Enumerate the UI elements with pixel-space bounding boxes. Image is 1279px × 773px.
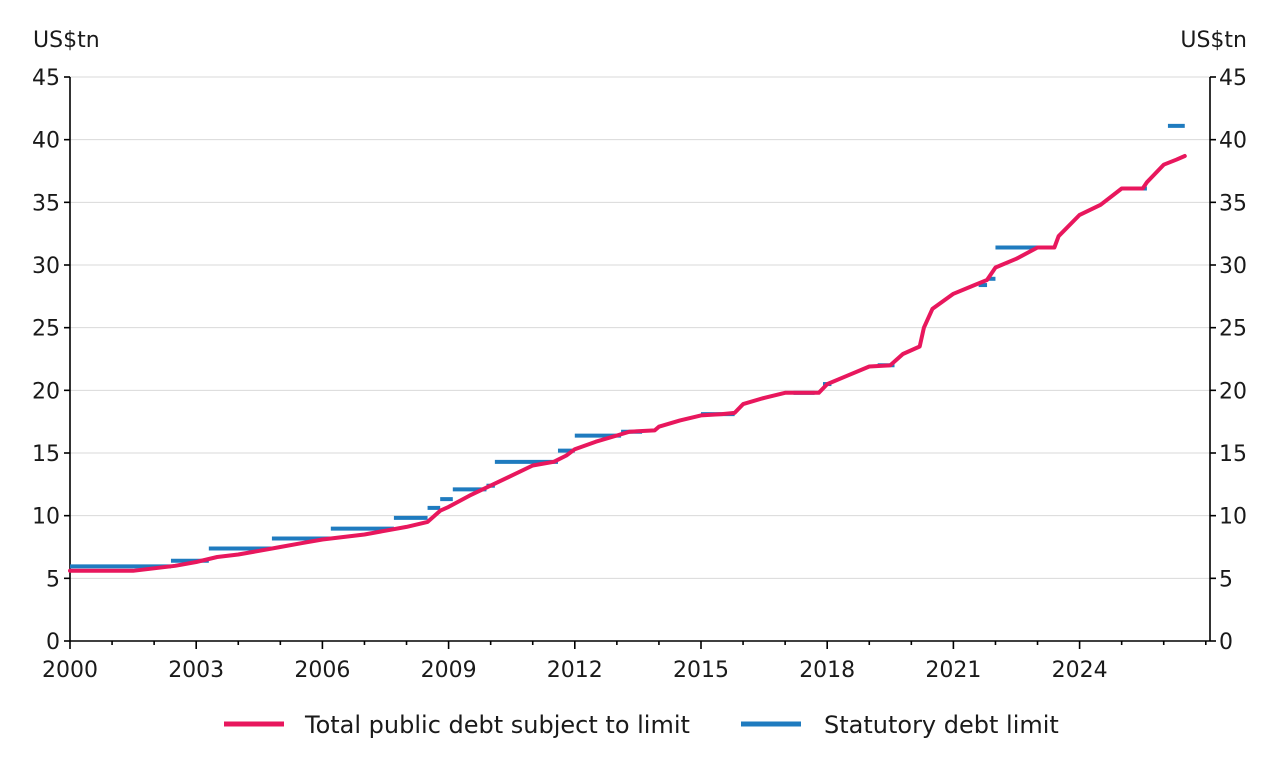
x-tick-2006: 2006 (294, 658, 350, 683)
y-tick-right-5: 5 (1219, 567, 1233, 592)
x-tick-2018: 2018 (799, 658, 855, 683)
legend-label-limit: Statutory debt limit (824, 711, 1059, 739)
x-tick-2003: 2003 (168, 658, 224, 683)
y-tick-right-10: 10 (1219, 505, 1247, 530)
y-tick-right-45: 45 (1219, 66, 1247, 91)
legend-label-debt: Total public debt subject to limit (304, 711, 690, 739)
y-tick-right-20: 20 (1219, 379, 1247, 404)
y-tick-right-0: 0 (1219, 630, 1233, 655)
y-tick-right-35: 35 (1219, 191, 1247, 216)
x-tick-2021: 2021 (925, 658, 981, 683)
x-tick-2015: 2015 (673, 658, 729, 683)
y-tick-right-40: 40 (1219, 129, 1247, 154)
y-tick-left-35: 35 (32, 191, 60, 216)
x-tick-2024: 2024 (1052, 658, 1108, 683)
y-tick-right-30: 30 (1219, 254, 1247, 279)
y-tick-left-15: 15 (32, 442, 60, 467)
y-tick-right-25: 25 (1219, 317, 1247, 342)
y-tick-left-30: 30 (32, 254, 60, 279)
x-tick-2012: 2012 (547, 658, 603, 683)
left-unit-label: US$tn (33, 28, 100, 53)
y-tick-left-25: 25 (32, 317, 60, 342)
right-unit-label: US$tn (1180, 28, 1247, 53)
y-tick-left-0: 0 (46, 630, 60, 655)
debt-line (68, 154, 1187, 573)
y-tick-left-5: 5 (46, 567, 60, 592)
y-tick-left-10: 10 (32, 505, 60, 530)
grid-lines (70, 76, 1210, 579)
y-tick-left-20: 20 (32, 379, 60, 404)
y-tick-left-40: 40 (32, 129, 60, 154)
y-tick-left-45: 45 (32, 66, 60, 91)
x-tick-2000: 2000 (42, 658, 98, 683)
x-tick-2009: 2009 (421, 658, 477, 683)
axes (64, 76, 1216, 649)
tick-labels: 0 0 5 5 10 10 15 15 20 20 25 25 30 30 35 35 40 40 45 45 2000… (32, 66, 1247, 683)
legend: Total public debt subject to limit Statu… (224, 711, 1059, 739)
y-tick-right-15: 15 (1219, 442, 1247, 467)
series-lines (68, 123, 1187, 573)
